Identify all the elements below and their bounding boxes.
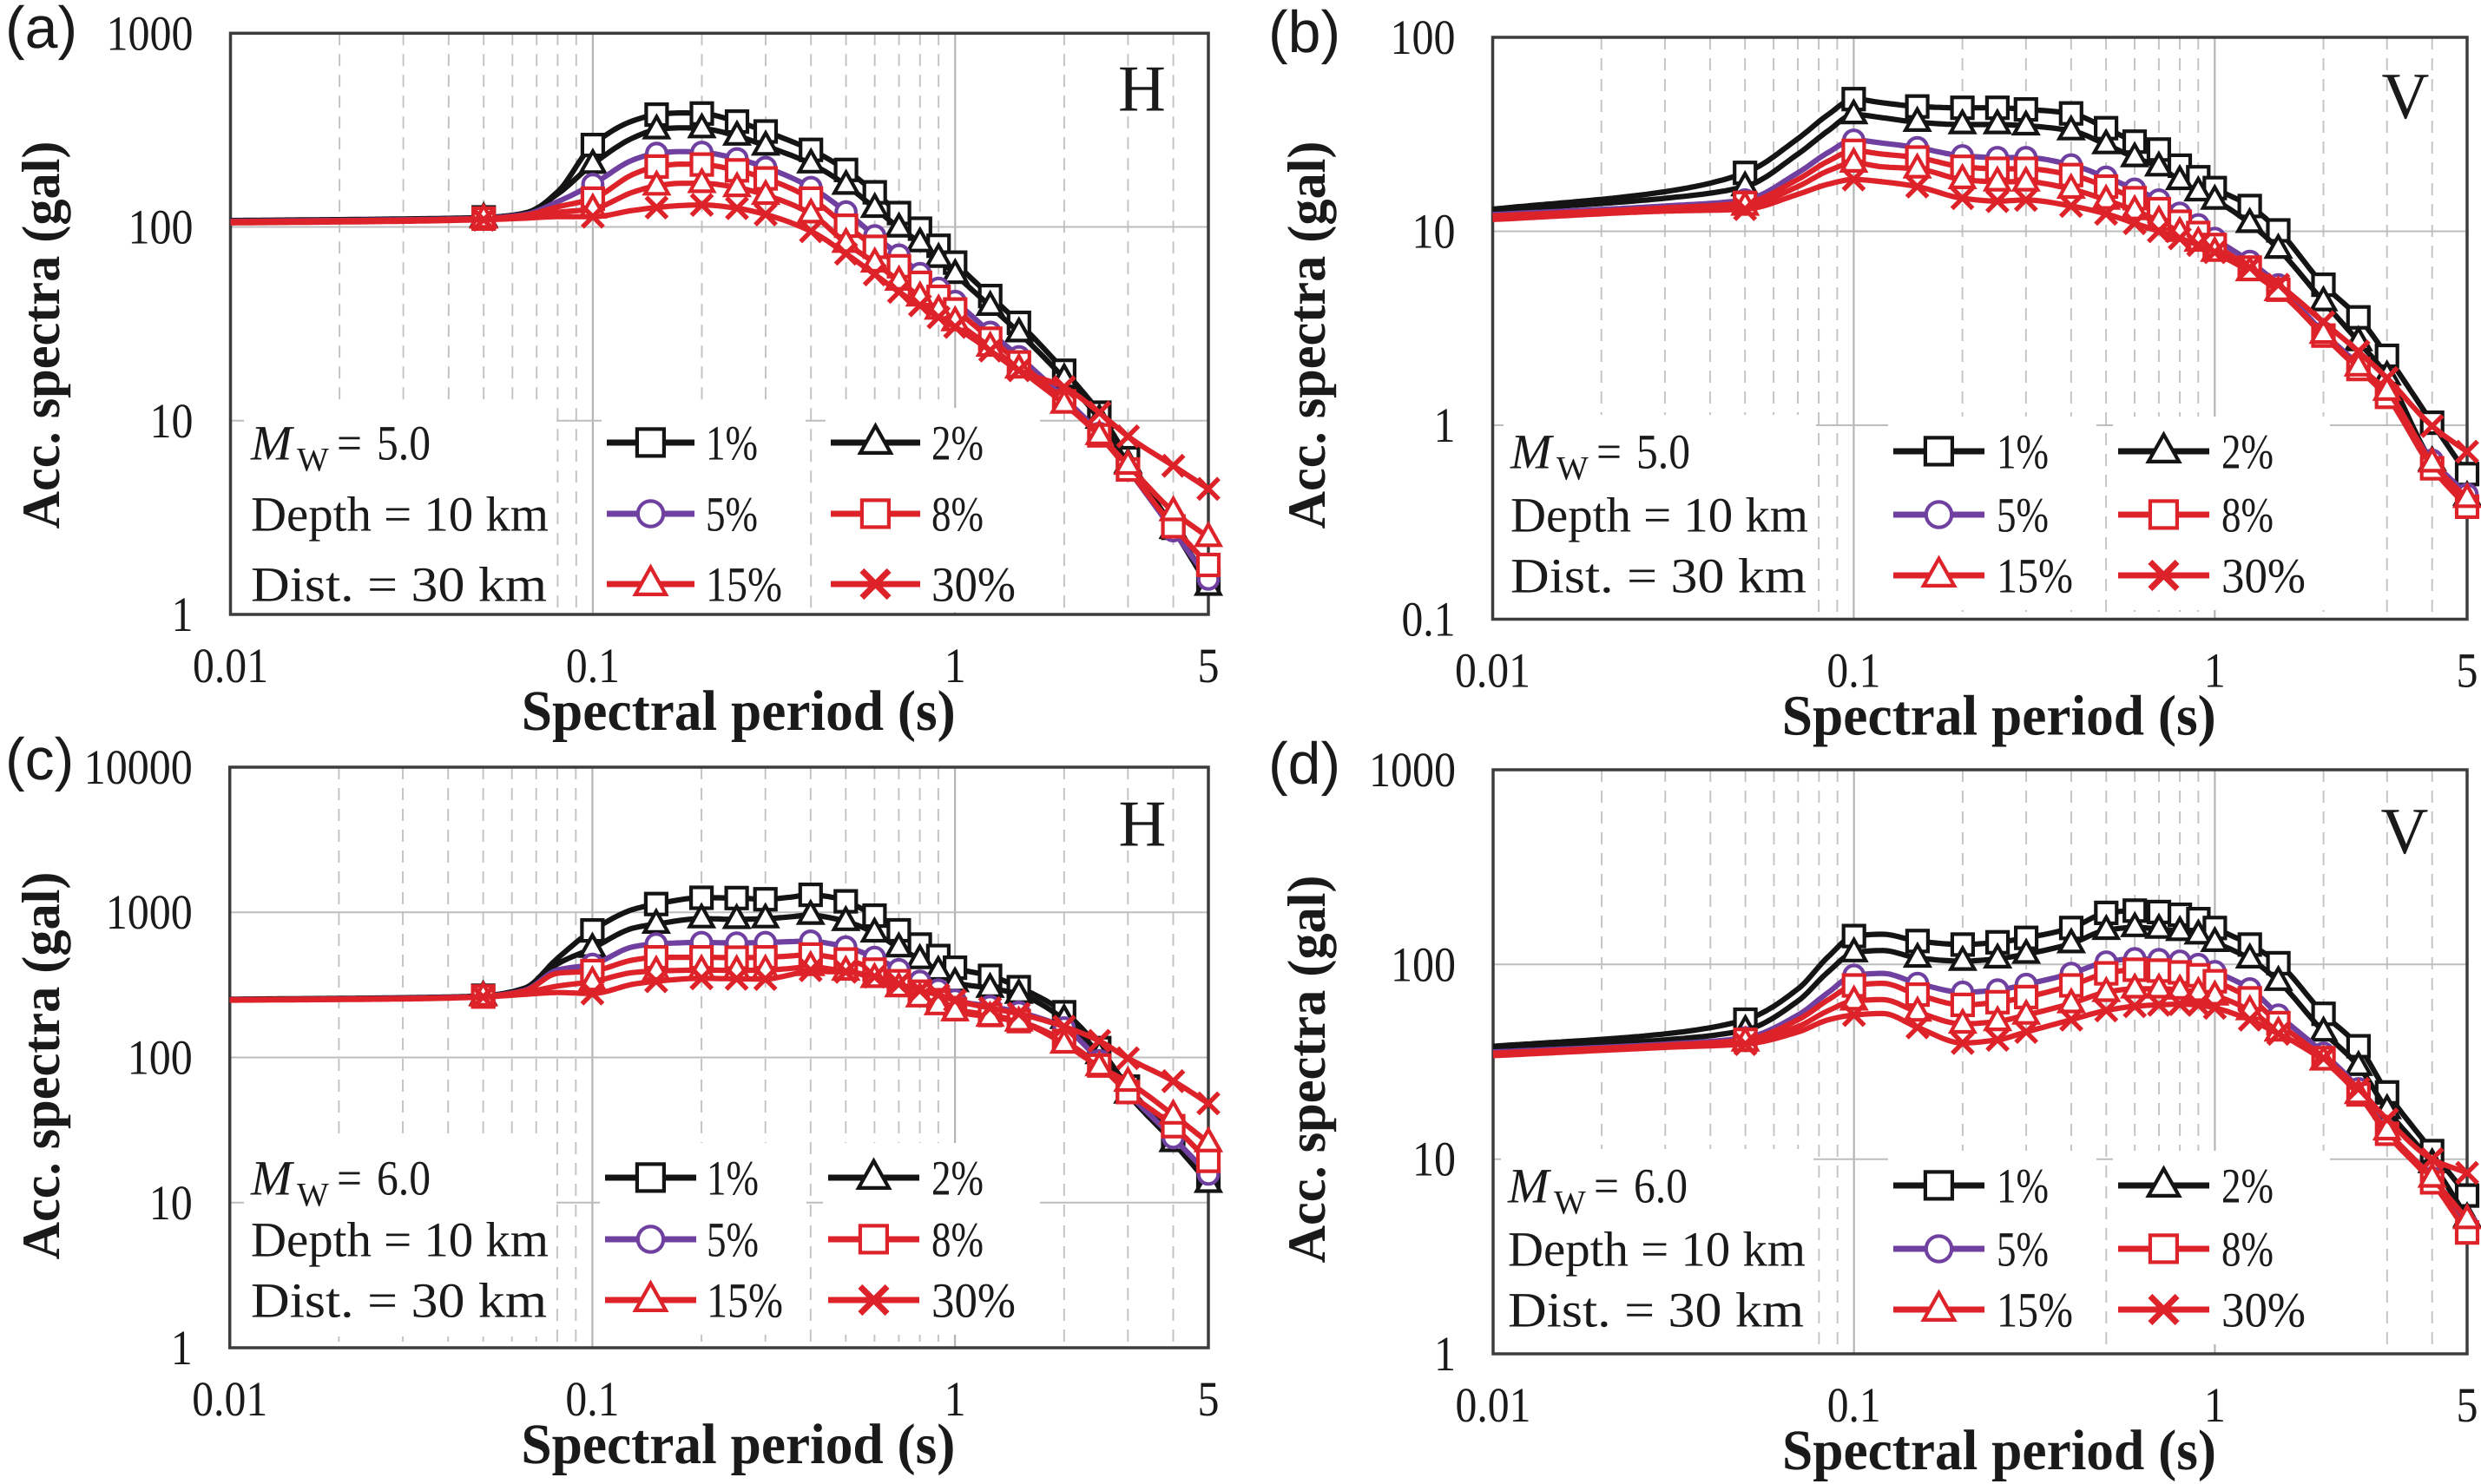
svg-text:0.1: 0.1 bbox=[565, 1372, 619, 1427]
svg-text:0.01: 0.01 bbox=[1455, 644, 1530, 699]
svg-text:Spectral period (s): Spectral period (s) bbox=[521, 1413, 955, 1476]
svg-text:W: W bbox=[297, 442, 329, 479]
svg-text:H: H bbox=[1119, 788, 1167, 861]
svg-text:0.1: 0.1 bbox=[1827, 1378, 1881, 1433]
svg-text:Spectral period (s): Spectral period (s) bbox=[1782, 685, 2216, 748]
svg-text:Dist. = 30 km: Dist. = 30 km bbox=[251, 1274, 547, 1329]
svg-text:100: 100 bbox=[1391, 937, 1456, 992]
svg-text:0.1: 0.1 bbox=[566, 639, 620, 693]
svg-text:10000: 10000 bbox=[84, 740, 193, 795]
svg-text:(b): (b) bbox=[1268, 0, 1340, 65]
svg-text:10: 10 bbox=[1412, 1133, 1456, 1187]
svg-text:5: 5 bbox=[2457, 644, 2478, 699]
svg-text:Acc. spectra (gal): Acc. spectra (gal) bbox=[12, 872, 71, 1260]
svg-text:5%: 5% bbox=[707, 1213, 759, 1268]
svg-text:100: 100 bbox=[128, 200, 194, 255]
svg-text:Dist. = 30 km: Dist. = 30 km bbox=[1510, 549, 1806, 604]
svg-text:M: M bbox=[1510, 425, 1555, 480]
svg-text:5.0: 5.0 bbox=[377, 417, 431, 471]
svg-text:15%: 15% bbox=[706, 558, 782, 613]
svg-text:2%: 2% bbox=[2221, 1159, 2274, 1214]
svg-text:8%: 8% bbox=[2221, 1223, 2274, 1277]
svg-text:V: V bbox=[2381, 795, 2429, 868]
svg-text:1: 1 bbox=[1434, 1327, 1456, 1382]
svg-text:Spectral period (s): Spectral period (s) bbox=[1782, 1419, 2216, 1482]
svg-text:Depth = 10 km: Depth = 10 km bbox=[1510, 489, 1808, 543]
svg-text:15%: 15% bbox=[1997, 1284, 2073, 1338]
svg-text:100: 100 bbox=[1391, 10, 1456, 65]
svg-text:(d): (d) bbox=[1268, 731, 1340, 797]
svg-text:Dist. = 30 km: Dist. = 30 km bbox=[1508, 1284, 1804, 1338]
svg-text:Acc. spectra (gal): Acc. spectra (gal) bbox=[1278, 141, 1337, 529]
svg-text:5: 5 bbox=[2457, 1378, 2478, 1433]
svg-text:100: 100 bbox=[128, 1031, 193, 1086]
svg-text:Depth = 10 km: Depth = 10 km bbox=[1508, 1223, 1806, 1277]
svg-text:Spectral period (s): Spectral period (s) bbox=[522, 680, 956, 743]
svg-text:30%: 30% bbox=[931, 558, 1016, 613]
svg-text:5: 5 bbox=[1198, 639, 1220, 693]
svg-text:1%: 1% bbox=[706, 417, 758, 471]
svg-text:6.0: 6.0 bbox=[377, 1152, 431, 1206]
svg-text:0.01: 0.01 bbox=[193, 639, 268, 693]
svg-text:Depth = 10 km: Depth = 10 km bbox=[251, 488, 549, 542]
svg-text:8%: 8% bbox=[931, 488, 984, 542]
svg-text:0.01: 0.01 bbox=[192, 1372, 267, 1427]
svg-text:M: M bbox=[250, 417, 295, 471]
svg-text:30%: 30% bbox=[931, 1274, 1016, 1329]
svg-text:5%: 5% bbox=[1997, 1223, 2049, 1277]
svg-text:1: 1 bbox=[2204, 644, 2226, 699]
svg-text:W: W bbox=[297, 1177, 329, 1214]
svg-text:15%: 15% bbox=[707, 1274, 783, 1329]
svg-text:M: M bbox=[250, 1152, 295, 1206]
svg-text:1: 1 bbox=[2204, 1378, 2226, 1433]
svg-text:2%: 2% bbox=[2221, 425, 2274, 480]
svg-text:30%: 30% bbox=[2221, 549, 2306, 604]
svg-text:2%: 2% bbox=[931, 417, 984, 471]
svg-text:1: 1 bbox=[944, 1372, 966, 1427]
svg-text:1: 1 bbox=[172, 588, 194, 642]
svg-text:=: = bbox=[337, 1152, 362, 1206]
svg-text:1%: 1% bbox=[1997, 425, 2049, 480]
svg-text:1000: 1000 bbox=[1369, 743, 1456, 798]
svg-text:Acc. spectra (gal): Acc. spectra (gal) bbox=[1278, 876, 1337, 1264]
svg-text:H: H bbox=[1118, 52, 1166, 125]
svg-text:(c): (c) bbox=[5, 726, 74, 792]
svg-text:1%: 1% bbox=[707, 1152, 759, 1206]
svg-text:Depth = 10 km: Depth = 10 km bbox=[251, 1213, 549, 1268]
svg-text:6.0: 6.0 bbox=[1634, 1159, 1688, 1214]
svg-text:Dist. = 30 km: Dist. = 30 km bbox=[251, 558, 547, 613]
svg-text:W: W bbox=[1556, 450, 1589, 488]
svg-text:10: 10 bbox=[1412, 205, 1456, 259]
svg-text:M: M bbox=[1507, 1159, 1552, 1214]
svg-text:8%: 8% bbox=[2221, 489, 2274, 543]
svg-text:V: V bbox=[2382, 60, 2430, 133]
svg-text:=: = bbox=[1594, 1159, 1619, 1214]
svg-text:10: 10 bbox=[149, 1176, 193, 1231]
svg-text:5: 5 bbox=[1198, 1372, 1220, 1427]
svg-text:30%: 30% bbox=[2221, 1284, 2306, 1338]
svg-text:0.1: 0.1 bbox=[1402, 593, 1456, 647]
svg-text:1000: 1000 bbox=[107, 6, 194, 61]
svg-text:0.1: 0.1 bbox=[1826, 644, 1880, 699]
svg-text:1000: 1000 bbox=[106, 885, 193, 940]
svg-text:1: 1 bbox=[944, 639, 966, 693]
svg-text:Acc. spectra (gal): Acc. spectra (gal) bbox=[12, 141, 71, 529]
svg-text:=: = bbox=[337, 417, 362, 471]
svg-text:1: 1 bbox=[171, 1321, 193, 1376]
svg-text:=: = bbox=[1596, 425, 1622, 480]
svg-text:5.0: 5.0 bbox=[1636, 425, 1690, 480]
svg-text:0.01: 0.01 bbox=[1456, 1378, 1531, 1433]
svg-text:1%: 1% bbox=[1997, 1159, 2049, 1214]
svg-text:2%: 2% bbox=[931, 1152, 984, 1206]
svg-text:W: W bbox=[1554, 1185, 1586, 1222]
svg-text:1: 1 bbox=[1434, 398, 1456, 453]
svg-text:15%: 15% bbox=[1997, 549, 2073, 604]
svg-text:5%: 5% bbox=[706, 488, 758, 542]
svg-text:5%: 5% bbox=[1997, 489, 2049, 543]
svg-text:10: 10 bbox=[150, 394, 194, 449]
svg-text:(a): (a) bbox=[5, 0, 77, 61]
svg-text:8%: 8% bbox=[931, 1213, 984, 1268]
